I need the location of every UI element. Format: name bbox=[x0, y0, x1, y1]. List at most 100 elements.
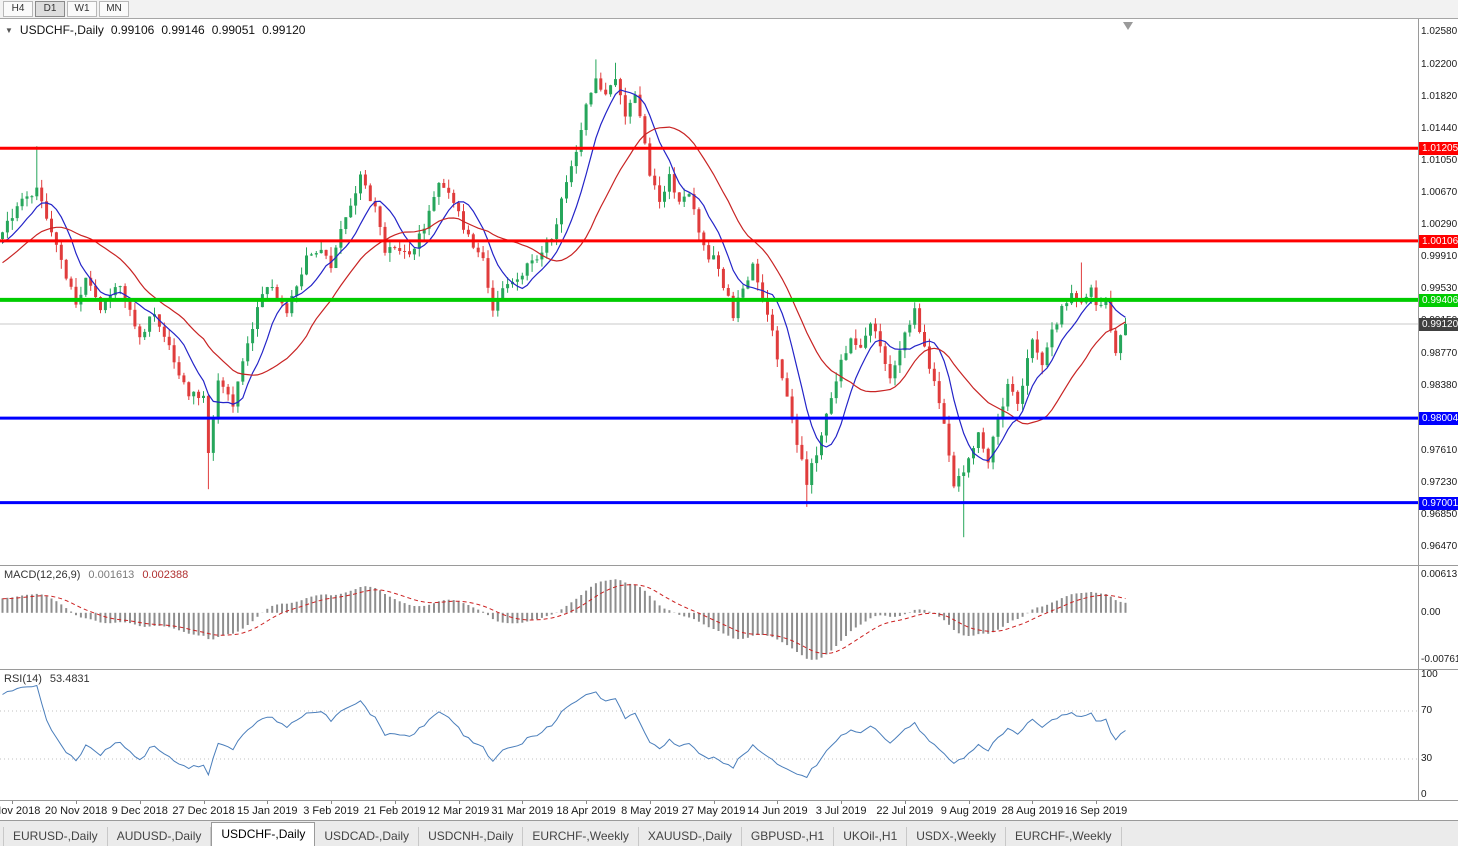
date-label: 9 Aug 2019 bbox=[940, 805, 997, 817]
chart-tab-eurchf-weekly[interactable]: EURCHF-,Weekly bbox=[523, 827, 639, 846]
macd-main-value: 0.001613 bbox=[88, 569, 135, 581]
date-tick bbox=[713, 801, 715, 804]
chart-tab-usdcad-daily[interactable]: USDCAD-,Daily bbox=[315, 827, 420, 846]
date-tick bbox=[777, 801, 779, 804]
price-tick-label: 0.96470 bbox=[1421, 541, 1458, 553]
price-tick-label: 0.97610 bbox=[1421, 445, 1458, 457]
price-tick-label: 0.96850 bbox=[1421, 509, 1458, 521]
price-tick-label: 0.99530 bbox=[1421, 283, 1458, 295]
time-scale-separator bbox=[0, 800, 1458, 801]
symbol-marker-icon: ▼ bbox=[5, 25, 13, 35]
price-tick-label: 1.02580 bbox=[1421, 26, 1458, 38]
date-label: 27 Dec 2018 bbox=[172, 805, 235, 817]
price-chart-canvas[interactable] bbox=[0, 19, 1418, 565]
date-tick bbox=[904, 801, 906, 804]
chart-tab-gbpusd-h1[interactable]: GBPUSD-,H1 bbox=[742, 827, 835, 846]
date-label: 22 Jul 2019 bbox=[876, 805, 934, 817]
chart-tab-xauusd-daily[interactable]: XAUUSD-,Daily bbox=[639, 827, 742, 846]
macd-tick-label: 0.00 bbox=[1421, 606, 1441, 618]
timeframe-button-w1[interactable]: W1 bbox=[67, 1, 97, 17]
date-tick bbox=[522, 801, 524, 804]
date-label: 12 Mar 2019 bbox=[427, 805, 490, 817]
date-label: 20 Nov 2018 bbox=[44, 805, 108, 817]
rsi-panel-canvas[interactable] bbox=[0, 670, 1418, 800]
macd-signal-line bbox=[2, 584, 1126, 655]
date-tick bbox=[267, 801, 269, 804]
price-tick-label: 1.00290 bbox=[1421, 219, 1458, 231]
timeframe-button-mn[interactable]: MN bbox=[99, 1, 129, 17]
rsi-indicator-label: RSI(14) 53.4831 bbox=[4, 673, 90, 685]
chart-tab-usdx-weekly[interactable]: USDX-,Weekly bbox=[907, 827, 1007, 846]
price-scale[interactable]: 1.02580 1.02200 1.01820 1.01440 1.01050 1.006… bbox=[1418, 19, 1458, 800]
current-price-label: 0.99120 bbox=[1419, 318, 1458, 332]
price-line-label: 0.98004 bbox=[1419, 412, 1458, 426]
panel-separator[interactable] bbox=[0, 565, 1458, 566]
price-line-label: 1.00106 bbox=[1419, 234, 1458, 248]
price-tick-label: 0.98380 bbox=[1421, 380, 1458, 392]
date-label: 3 Jul 2019 bbox=[815, 805, 867, 817]
rsi-line bbox=[2, 684, 1126, 779]
macd-tick-label: -0.00761 bbox=[1421, 654, 1458, 666]
ohlc-high: 0.99146 bbox=[161, 23, 205, 37]
macd-panel-canvas[interactable] bbox=[0, 566, 1418, 669]
date-label: 21 Feb 2019 bbox=[363, 805, 426, 817]
date-tick bbox=[76, 801, 78, 804]
chart-shift-marker[interactable] bbox=[1123, 22, 1133, 30]
date-tick bbox=[1096, 801, 1098, 804]
macd-name: MACD(12,26,9) bbox=[4, 569, 81, 581]
ohlc-low: 0.99051 bbox=[211, 23, 256, 37]
chart-tab-ukoil-h1[interactable]: UKOil-,H1 bbox=[834, 827, 908, 846]
date-label: 9 Dec 2018 bbox=[111, 805, 168, 817]
date-label: 3 Feb 2019 bbox=[303, 805, 359, 817]
timeframe-toolbar: H4 D1 W1 MN bbox=[0, 0, 1458, 19]
macd-indicator-label: MACD(12,26,9) 0.001613 0.002388 bbox=[4, 569, 188, 581]
ohlc-close: 0.99120 bbox=[262, 23, 306, 37]
chart-header: ▼ USDCHF-,Daily 0.99106 0.99146 0.99051 … bbox=[5, 23, 305, 37]
ma-slow-line bbox=[2, 126, 1126, 425]
date-tick bbox=[139, 801, 141, 804]
date-label: 16 Sep 2019 bbox=[1064, 805, 1128, 817]
date-tick bbox=[649, 801, 651, 804]
price-tick-label: 1.01050 bbox=[1421, 155, 1458, 167]
price-line-label: 0.97001 bbox=[1419, 496, 1458, 510]
chart-tab-audusd-daily[interactable]: AUDUSD-,Daily bbox=[108, 827, 212, 846]
rsi-tick-label: 30 bbox=[1421, 753, 1433, 764]
rsi-name: RSI(14) bbox=[4, 673, 42, 685]
date-label: 1 Nov 2018 bbox=[0, 805, 41, 817]
date-tick bbox=[12, 801, 14, 804]
rsi-tick-label: 0 bbox=[1421, 789, 1427, 800]
ohlc-open: 0.99106 bbox=[110, 23, 155, 37]
date-tick bbox=[586, 801, 588, 804]
chart-symbol-label: USDCHF-,Daily bbox=[19, 23, 104, 37]
date-tick bbox=[331, 801, 333, 804]
chart-tab-eurchf-weekly[interactable]: EURCHF-,Weekly bbox=[1006, 827, 1122, 846]
date-tick bbox=[1032, 801, 1034, 804]
chart-tab-usdcnh-daily[interactable]: USDCNH-,Daily bbox=[419, 827, 524, 846]
date-label: 8 May 2019 bbox=[621, 805, 679, 817]
price-tick-label: 0.99910 bbox=[1421, 251, 1458, 263]
timeframe-button-d1[interactable]: D1 bbox=[35, 1, 65, 17]
date-tick bbox=[394, 801, 396, 804]
rsi-value: 53.4831 bbox=[49, 673, 90, 685]
panel-separator[interactable] bbox=[0, 669, 1458, 670]
price-tick-label: 0.97230 bbox=[1421, 477, 1458, 489]
price-tick-label: 1.01820 bbox=[1421, 90, 1458, 102]
macd-tick-label: 0.00613 bbox=[1421, 568, 1458, 580]
date-tick bbox=[841, 801, 843, 804]
macd-histogram bbox=[1, 579, 1127, 660]
date-label: 18 Apr 2019 bbox=[556, 805, 616, 817]
rsi-tick-label: 100 bbox=[1421, 669, 1438, 680]
chart-tab-eurusd-daily[interactable]: EURUSD-,Daily bbox=[3, 827, 108, 846]
date-label: 27 May 2019 bbox=[681, 805, 746, 817]
date-label: 31 Mar 2019 bbox=[491, 805, 554, 817]
date-label: 14 Jun 2019 bbox=[747, 805, 808, 817]
date-tick bbox=[458, 801, 460, 804]
ma-fast-line bbox=[2, 89, 1126, 462]
date-tick bbox=[203, 801, 205, 804]
timeframe-button-h4[interactable]: H4 bbox=[3, 1, 33, 17]
chart-tab-usdchf-daily[interactable]: USDCHF-,Daily bbox=[211, 822, 316, 846]
rsi-tick-label: 70 bbox=[1421, 705, 1433, 716]
date-label: 15 Jan 2019 bbox=[237, 805, 298, 817]
